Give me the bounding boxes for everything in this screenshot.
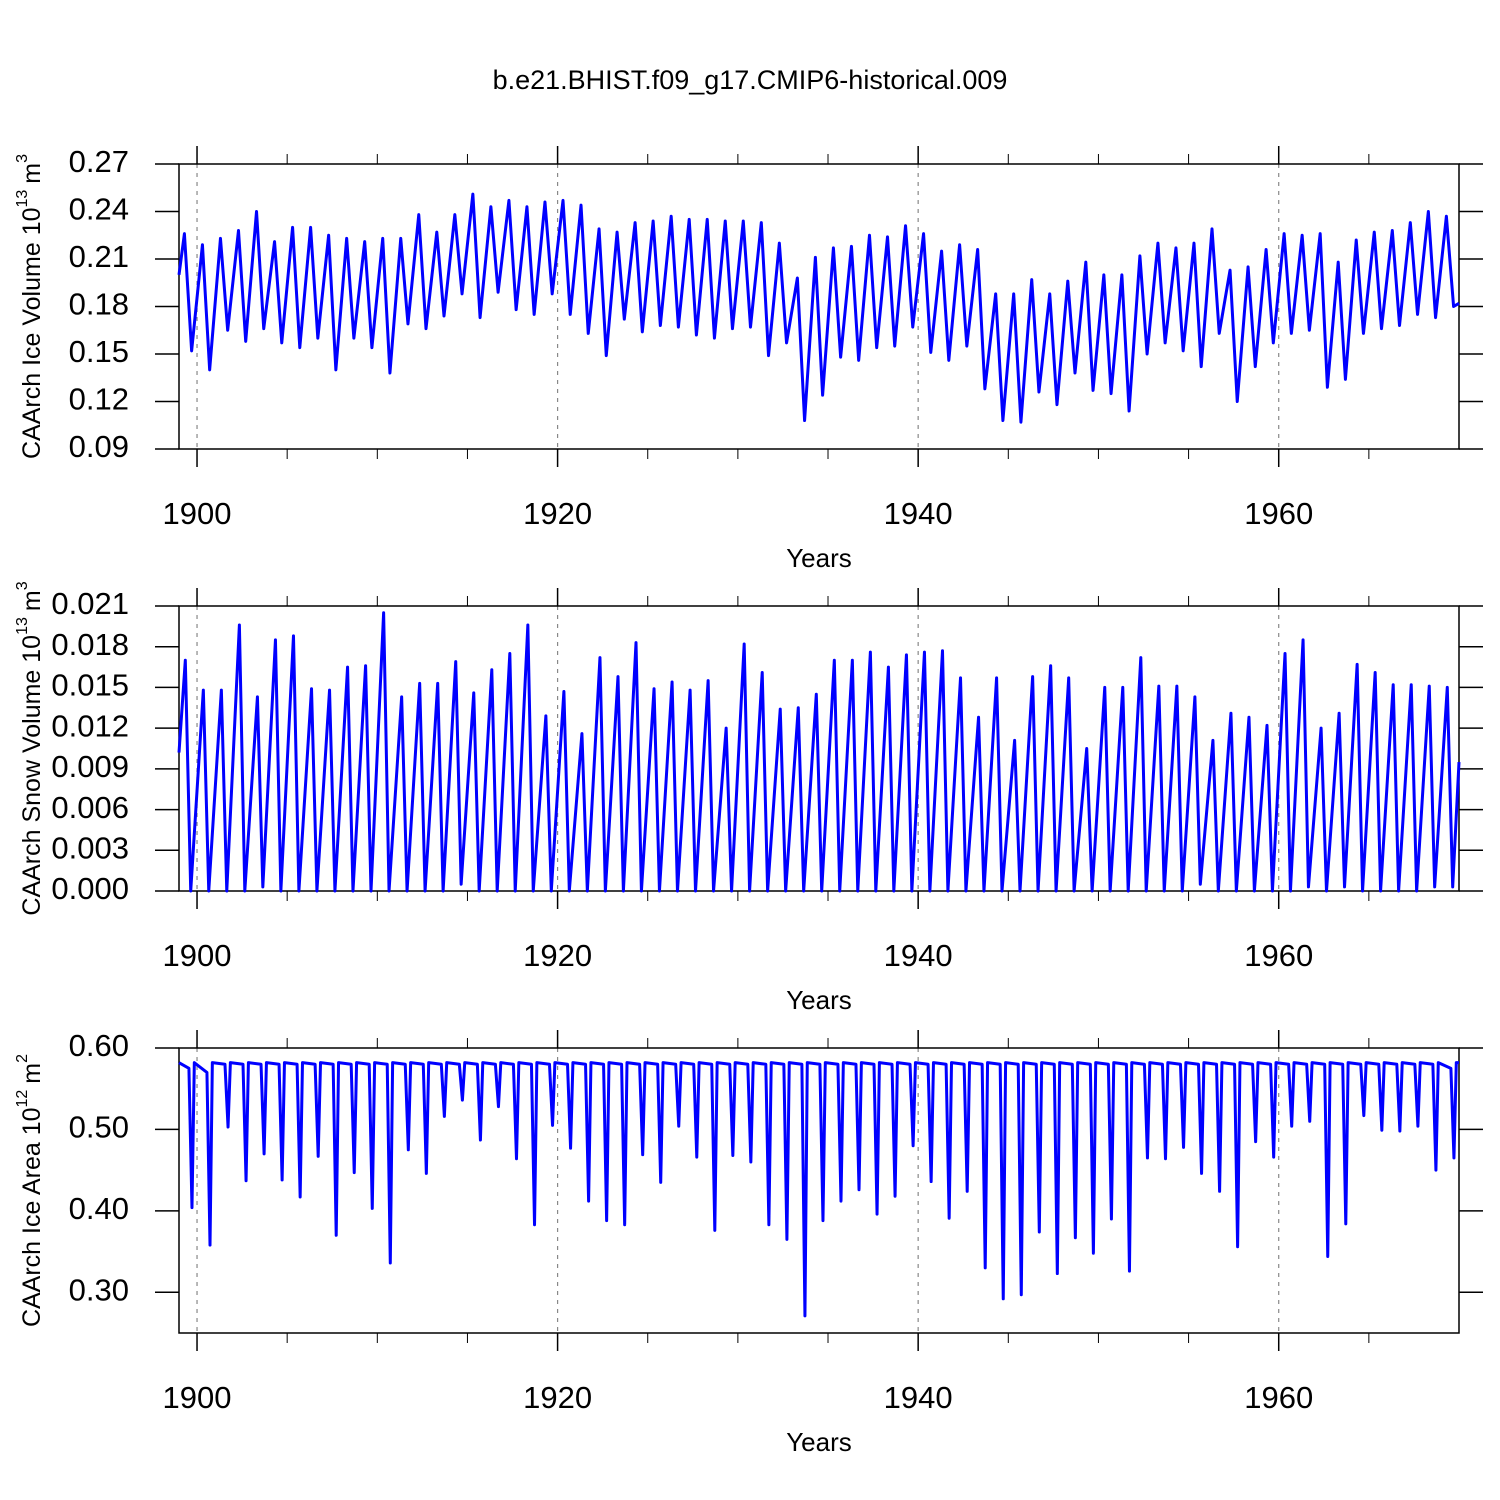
- y-tick-label: 0.021: [51, 586, 129, 621]
- y-tick-label: 0.21: [69, 239, 129, 274]
- y-axis-label: CAArch Ice Area 1012 m2: [14, 1054, 45, 1327]
- x-tick-label: 1960: [1244, 1380, 1313, 1415]
- y-axis-label-exponent: 12: [14, 1090, 31, 1108]
- x-tick-label: 1960: [1244, 496, 1313, 531]
- x-tick-label: 1960: [1244, 938, 1313, 973]
- x-tick-label: 1900: [163, 496, 232, 531]
- y-axis-label-unit-exponent: 3: [14, 581, 31, 590]
- y-axis-label-text: CAArch Snow Volume 10: [18, 635, 46, 916]
- y-tick-label: 0.006: [51, 790, 129, 825]
- x-tick-label: 1920: [523, 496, 592, 531]
- plot-frame: [178, 1047, 1460, 1334]
- x-tick-label: 1900: [163, 1380, 232, 1415]
- x-axis-label: Years: [786, 985, 852, 1015]
- y-axis-label-unit: m: [18, 163, 46, 184]
- x-axis-label: Years: [786, 1427, 852, 1457]
- x-tick-label: 1900: [163, 938, 232, 973]
- y-tick-label: 0.012: [51, 708, 129, 743]
- x-tick-label: 1940: [884, 496, 953, 531]
- y-axis-label-unit: m: [18, 1063, 46, 1084]
- x-tick-label: 1940: [884, 938, 953, 973]
- data-line: [177, 192, 1460, 424]
- y-axis-label-unit-exponent: 3: [14, 154, 31, 163]
- y-tick-label: 0.12: [69, 382, 129, 417]
- y-tick-label: 0.50: [69, 1110, 129, 1145]
- y-tick-label: 0.009: [51, 749, 129, 784]
- y-tick-label: 0.18: [69, 287, 129, 322]
- y-tick-label: 0.000: [51, 871, 129, 906]
- y-axis-label: CAArch Ice Volume 1013 m3: [14, 154, 45, 459]
- x-tick-label: 1920: [523, 938, 592, 973]
- y-tick-label: 0.40: [69, 1191, 129, 1226]
- y-tick-label: 0.09: [69, 429, 129, 464]
- x-axis-label: Years: [786, 543, 852, 573]
- data-line: [178, 1061, 1459, 1318]
- y-tick-label: 0.30: [69, 1272, 129, 1307]
- y-axis-label: CAArch Snow Volume 1013 m3: [14, 581, 45, 915]
- y-tick-label: 0.015: [51, 668, 129, 703]
- y-axis-label-unit: m: [18, 590, 46, 611]
- y-axis-label-exponent: 13: [14, 617, 31, 635]
- y-tick-label: 0.27: [69, 144, 129, 179]
- y-axis-label-text: CAArch Ice Volume 10: [18, 208, 46, 460]
- y-tick-label: 0.15: [69, 334, 129, 369]
- y-axis-label-text: CAArch Ice Area 10: [18, 1107, 46, 1327]
- data-line: [177, 611, 1461, 893]
- y-tick-label: 0.018: [51, 627, 129, 662]
- x-tick-label: 1920: [523, 1380, 592, 1415]
- y-tick-label: 0.60: [69, 1028, 129, 1063]
- y-tick-label: 0.003: [51, 830, 129, 865]
- y-axis-label-unit-exponent: 2: [14, 1054, 31, 1063]
- figure-title: b.e21.BHIST.f09_g17.CMIP6-historical.009: [493, 65, 1008, 95]
- y-tick-label: 0.24: [69, 192, 129, 227]
- x-tick-label: 1940: [884, 1380, 953, 1415]
- y-axis-label-exponent: 13: [14, 190, 31, 208]
